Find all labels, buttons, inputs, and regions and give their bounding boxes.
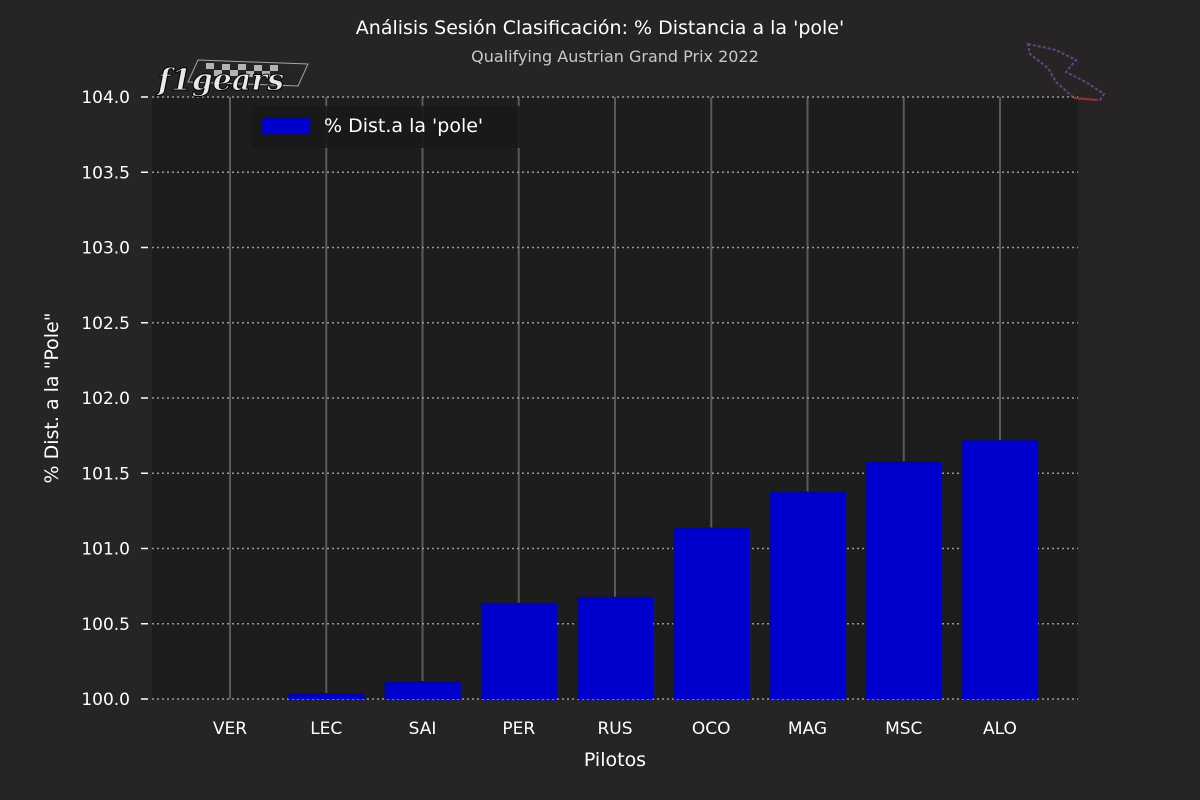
y-tick-labels: 100.0 100.5 101.0 101.5 102.0 102.5 103.0 103.5… [81, 88, 148, 710]
x-tick-label-rus: RUS [597, 719, 632, 739]
bars [288, 440, 1038, 699]
y-tick-label: 103.5 [81, 163, 130, 183]
bar-oco [673, 527, 750, 699]
x-tick-labels: VER LEC SAI PER RUS OCO MAG MSC ALO [213, 719, 1017, 739]
bar-msc [865, 461, 942, 699]
x-tick-label-msc: MSC [885, 719, 922, 739]
bar-mag [769, 491, 846, 699]
logo-text: f1gears [156, 63, 284, 98]
legend: % Dist.a la 'pole' [252, 106, 520, 148]
x-tick-label-alo: ALO [983, 719, 1017, 739]
bar-lec [288, 692, 365, 699]
chart-title: Análisis Sesión Clasificación: % Distanc… [356, 17, 844, 39]
x-tick-label-lec: LEC [310, 719, 342, 739]
x-axis-label: Pilotos [584, 749, 646, 771]
bar-alo [962, 440, 1038, 699]
f1gears-logo: f1gears [156, 59, 309, 99]
y-axis-label: % Dist. a la "Pole" [41, 313, 63, 484]
y-tick-label: 101.5 [81, 464, 130, 484]
x-tick-label-ver: VER [213, 719, 247, 739]
y-tick-label: 101.0 [81, 540, 130, 560]
x-tick-label-oco: OCO [692, 719, 731, 739]
legend-swatch [262, 117, 310, 134]
y-tick-label: 104.0 [81, 88, 130, 108]
x-tick-label-mag: MAG [788, 719, 827, 739]
y-tick-label: 103.0 [81, 239, 130, 259]
bar-sai [384, 680, 461, 699]
x-tick-label-per: PER [502, 719, 535, 739]
y-tick-label: 102.0 [81, 389, 130, 409]
bar-per [480, 602, 557, 699]
bar-rus [577, 596, 653, 699]
chart-subtitle: Qualifying Austrian Grand Prix 2022 [471, 47, 759, 66]
x-tick-label-sai: SAI [409, 719, 437, 739]
y-tick-label: 102.5 [81, 314, 130, 334]
legend-label: % Dist.a la 'pole' [324, 115, 483, 137]
y-tick-label: 100.0 [81, 690, 130, 710]
checkered-flag-icon [187, 59, 309, 87]
circuit-map-icon [1026, 42, 1106, 102]
y-tick-label: 100.5 [81, 615, 130, 635]
